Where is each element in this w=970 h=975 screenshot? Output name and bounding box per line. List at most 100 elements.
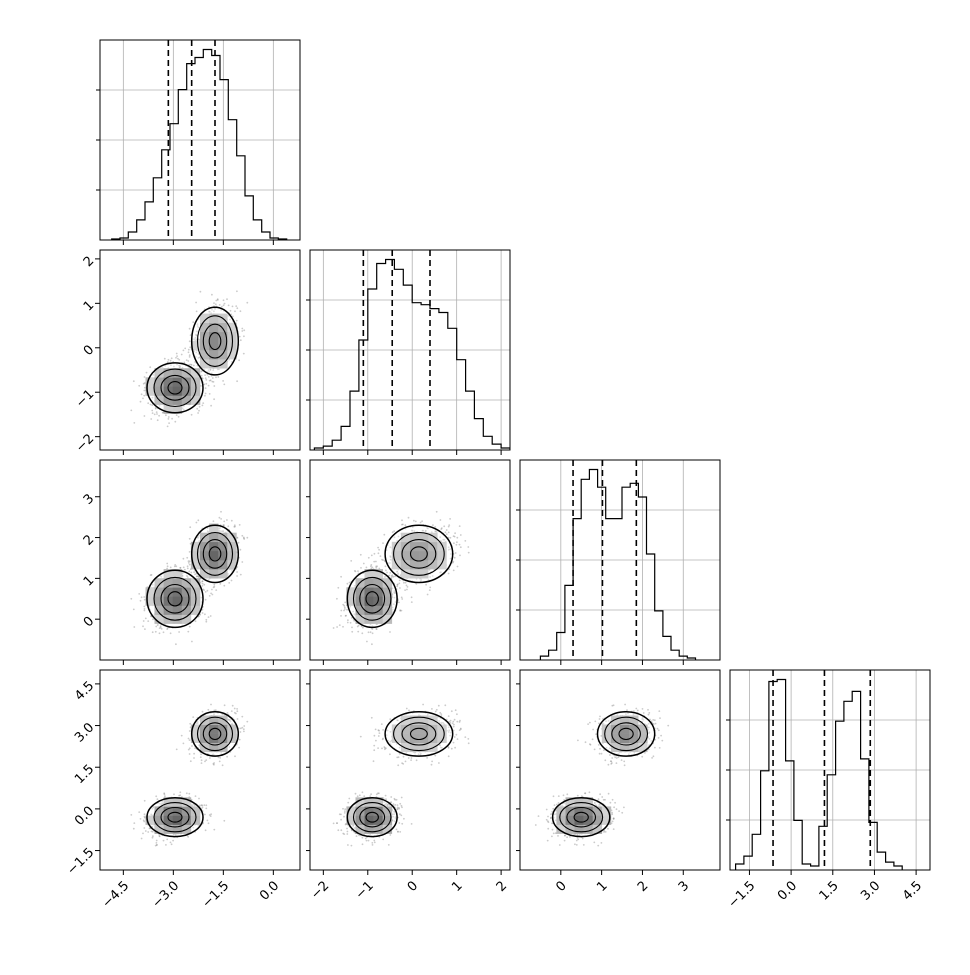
scatter-point [208, 616, 210, 618]
scatter-point [236, 380, 238, 382]
scatter-point [467, 546, 469, 548]
scatter-point [184, 569, 186, 571]
scatter-point [202, 612, 204, 614]
scatter-point [158, 415, 160, 417]
scatter-point [240, 549, 242, 551]
scatter-point [221, 306, 223, 308]
scatter-point [205, 829, 207, 831]
scatter-point [363, 563, 365, 565]
scatter-point [240, 339, 242, 341]
scatter-point [346, 609, 348, 611]
scatter-point [203, 584, 205, 586]
density-contour [385, 525, 453, 582]
scatter-point [345, 615, 347, 617]
scatter-point [361, 632, 363, 634]
scatter-point [201, 371, 203, 373]
scatter-point [370, 568, 372, 570]
scatter-point [183, 567, 185, 569]
y-tick-label: −1 [73, 387, 97, 411]
scatter-point [371, 555, 373, 557]
scatter-point [241, 330, 243, 332]
scatter-point [340, 615, 342, 617]
scatter-point [205, 377, 207, 379]
scatter-point [199, 805, 201, 807]
scatter-point [174, 421, 176, 423]
scatter-point [236, 307, 238, 309]
scatter-point [219, 583, 221, 585]
scatter-point [168, 416, 170, 418]
scatter-point [366, 567, 368, 569]
scatter-point [212, 594, 214, 596]
scatter-point [208, 376, 210, 378]
scatter-point [130, 814, 132, 816]
scatter-point [342, 626, 344, 628]
scatter-point [208, 385, 210, 387]
scatter-point [243, 335, 245, 337]
scatter-point [176, 414, 178, 416]
scatter-point [460, 534, 462, 536]
scatter-point [192, 716, 194, 718]
scatter-point [215, 376, 217, 378]
scatter-point [154, 414, 156, 416]
scatter-point [159, 632, 161, 634]
scatter-point [375, 566, 377, 568]
scatter-point [211, 381, 213, 383]
scatter-point [175, 643, 177, 645]
scatter-point [175, 357, 177, 359]
scatter-point [160, 625, 162, 627]
scatter-point [143, 596, 145, 598]
scatter-point [196, 311, 198, 313]
scatter-point [151, 410, 153, 412]
scatter-point [373, 561, 375, 563]
scatter-point [231, 580, 233, 582]
scatter-point [213, 398, 215, 400]
scatter-point [236, 575, 238, 577]
scatter-point [146, 372, 148, 374]
scatter-point [164, 795, 166, 797]
scatter-point [205, 808, 207, 810]
scatter-point [207, 820, 209, 822]
scatter-point [223, 585, 225, 587]
scatter-point [343, 605, 345, 607]
density-contour [147, 570, 203, 627]
scatter-point [374, 553, 376, 555]
scatter-point [189, 730, 191, 732]
scatter-point [163, 840, 165, 842]
scatter-point [211, 294, 213, 296]
scatter-point [191, 641, 193, 643]
scatter-point [205, 804, 207, 806]
scatter-point [187, 631, 189, 633]
scatter-point [213, 520, 215, 522]
scatter-point [243, 538, 245, 540]
scatter-point [407, 586, 409, 588]
scatter-point [202, 402, 204, 404]
scatter-point [405, 582, 407, 584]
scatter-points [130, 290, 248, 427]
scatter-point [355, 571, 357, 573]
scatter-point [236, 571, 238, 573]
scatter-point [385, 570, 387, 572]
scatter-point [190, 572, 192, 574]
scatter-point [144, 608, 146, 610]
scatter-point [204, 395, 206, 397]
scatter-point [347, 619, 349, 621]
scatter-point [180, 567, 182, 569]
scatter-point [337, 587, 339, 589]
scatter-point [181, 735, 183, 737]
scatter-point [202, 405, 204, 407]
scatter-point [403, 582, 405, 584]
scatter-point [238, 359, 240, 361]
scatter-point [454, 557, 456, 559]
scatter-point [203, 804, 205, 806]
scatter-point [351, 627, 353, 629]
scatter-points [130, 704, 248, 847]
scatter-point [191, 364, 193, 366]
scatter-point [205, 393, 207, 395]
scatter-point [199, 406, 201, 408]
scatter-point [415, 521, 417, 523]
scatter-point [219, 517, 221, 519]
scatter-point [215, 589, 217, 591]
scatter-point [420, 522, 422, 524]
